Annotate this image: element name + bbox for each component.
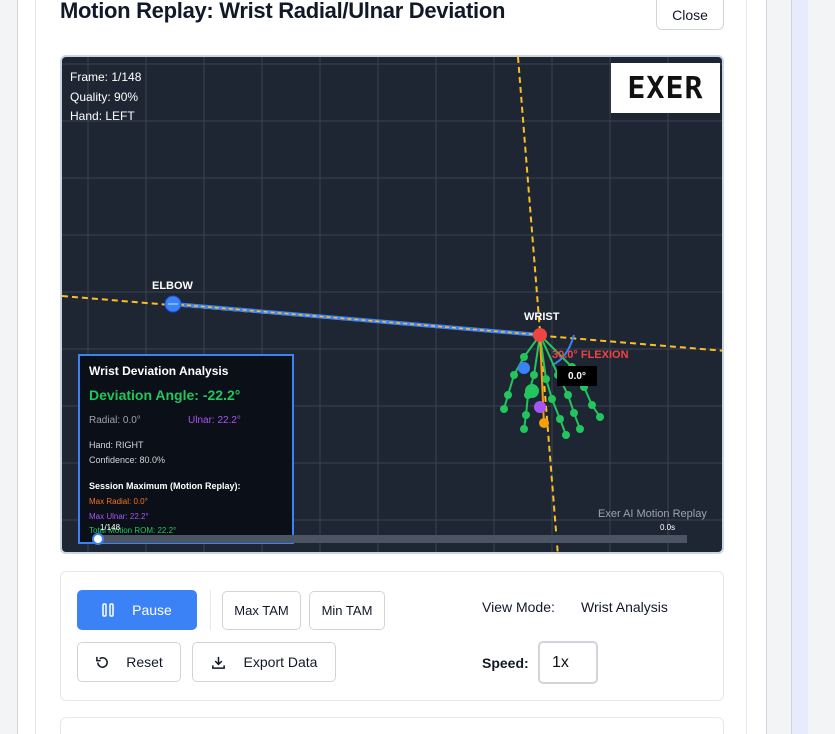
fingertip-marker (539, 418, 549, 428)
close-button[interactable]: Close (656, 0, 724, 30)
wrist-label: WRIST (524, 311, 560, 323)
vertical-guide-line (517, 57, 559, 552)
flexion-label: 30.0° FLEXION (552, 349, 629, 361)
pause-label: Pause (132, 602, 172, 618)
max-radial: Max Radial: 0.0° (89, 497, 148, 506)
export-data-button[interactable]: Export Data (192, 642, 336, 682)
elbow-label: ELBOW (152, 280, 194, 292)
timeline-scrubber-handle[interactable] (92, 533, 104, 545)
wrist-deviation-panel: Wrist Deviation Analysis Deviation Angle… (78, 354, 294, 544)
reset-button[interactable]: Reset (77, 642, 181, 682)
right-panel-strip (791, 0, 808, 734)
timeline-time-label: 0.0s (660, 523, 676, 532)
pause-button[interactable]: Pause (77, 590, 197, 630)
wrist-joint-marker (533, 328, 547, 342)
replay-canvas[interactable]: ELBOW WRIST 30.0° FLEXION Frame: 1/148 Q… (60, 55, 724, 554)
analysis-heading: Wrist Deviation Analysis (89, 364, 229, 378)
download-icon (211, 655, 226, 670)
index-joint-marker (518, 362, 530, 374)
forearm-line-dash (172, 303, 541, 336)
speed-label: Speed: (482, 655, 529, 671)
exer-logo: EXER (611, 63, 720, 113)
angle-readout: 0.0° (557, 366, 597, 386)
session-max-heading: Session Maximum (Motion Replay): (89, 481, 241, 491)
max-ulnar: Max Ulnar: 22.2° (89, 512, 149, 521)
controls-divider (210, 590, 211, 630)
frame-counter: Frame: 1/148 (70, 70, 142, 84)
export-label: Export Data (243, 654, 318, 670)
timeline-track[interactable] (98, 535, 687, 543)
radial-value: Radial: 0.0° (89, 415, 141, 426)
modal-title: Motion Replay: Wrist Radial/Ulnar Deviat… (60, 0, 506, 23)
logo-text: EXER (627, 70, 704, 106)
confidence-value: Confidence: 80.0% (89, 455, 166, 465)
view-mode-label: View Mode: (482, 599, 555, 615)
deviation-angle: Deviation Angle: -22.2° (89, 387, 241, 403)
deviation-arc (551, 334, 575, 366)
middle-joint-marker (534, 401, 546, 413)
speed-select[interactable]: 1x (538, 641, 598, 684)
pause-icon (102, 603, 114, 617)
min-tam-button[interactable]: Min TAM (309, 591, 385, 630)
max-tam-button[interactable]: Max TAM (222, 591, 301, 630)
view-mode-value[interactable]: Wrist Analysis (581, 599, 668, 615)
brand-watermark: Exer AI Motion Replay (598, 508, 707, 520)
hand-readout: Hand: LEFT (70, 109, 135, 123)
reset-icon (95, 655, 110, 670)
lower-card (60, 717, 724, 734)
analysis-hand: Hand: RIGHT (89, 440, 144, 450)
ulnar-value: Ulnar: 22.2° (188, 415, 241, 426)
total-rom: Total Motion ROM: 22.2° (89, 526, 177, 535)
timeline-frame-label: 1/148 (100, 523, 121, 532)
playback-controls: Pause Max TAM Min TAM Reset Export Data … (60, 571, 724, 701)
quality-readout: Quality: 90% (70, 90, 139, 104)
reset-label: Reset (126, 654, 163, 670)
